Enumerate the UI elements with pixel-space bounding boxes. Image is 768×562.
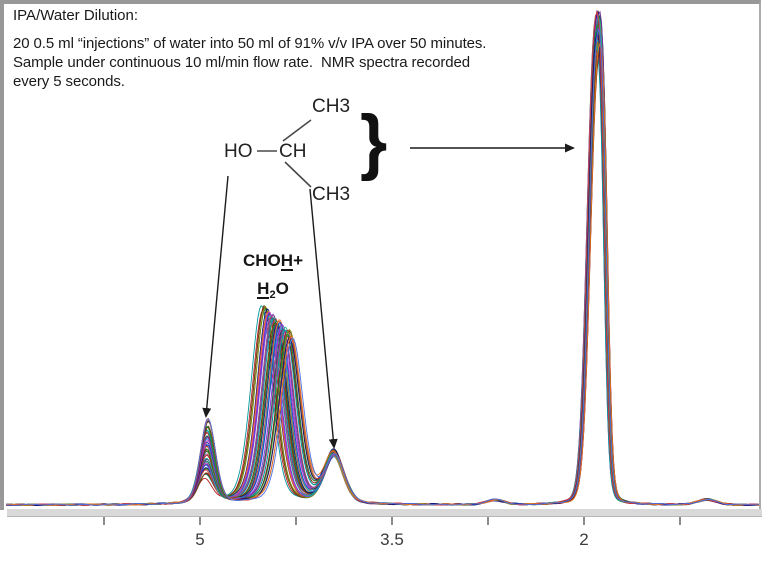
spectrum-trace	[5, 27, 760, 506]
annotation-arrows	[202, 143, 575, 449]
choh-pre: CHO	[243, 251, 281, 270]
molecule-bonds	[257, 119, 312, 188]
arrow-to-ch-peak	[309, 188, 338, 449]
axis-tick	[295, 517, 297, 525]
spectra-traces	[5, 9, 760, 507]
figure-title: IPA/Water Dilution:	[13, 7, 139, 24]
axis-tick	[199, 517, 201, 525]
axis-tick	[583, 517, 585, 525]
h2o-peak-label: H2O	[238, 279, 308, 301]
axis-tick	[103, 517, 105, 525]
axis-tick	[487, 517, 489, 525]
molecule-ch3-top-label: CH3	[312, 96, 351, 117]
h2o-underlined-h: H	[257, 279, 270, 299]
axis-tick	[391, 517, 393, 525]
bond-ch-ch3-top	[282, 119, 312, 142]
description-line-2: Sample under continuous 10 ml/min flow r…	[13, 54, 470, 71]
molecule-ch-label: CH	[279, 141, 307, 162]
curly-brace: }	[360, 100, 388, 182]
molecule-ch3-bottom-label: CH3	[312, 184, 351, 205]
x-axis-label-2: 2	[579, 530, 589, 549]
spectrum-trace	[6, 21, 759, 506]
description-line-3: every 5 seconds.	[13, 73, 125, 90]
x-axis-label-3-5: 3.5	[380, 530, 404, 549]
arrow-to-oh-peak	[202, 175, 229, 418]
choh-underlined-h: H	[280, 251, 294, 271]
description-line-1: 20 0.5 ml “injections” of water into 50 …	[13, 35, 487, 52]
molecule-ho-label: HO	[224, 141, 253, 162]
choh-peak-label: CHOH+	[238, 251, 308, 271]
x-axis-label-5: 5	[195, 530, 205, 549]
axis-tick	[679, 517, 681, 525]
choh-plus: +	[293, 251, 303, 270]
x-axis-band	[7, 509, 762, 517]
h2o-subscript: 2	[269, 289, 276, 301]
spectrum-trace	[5, 20, 760, 506]
bond-ch-ch3-bottom	[284, 161, 312, 188]
h2o-o: O	[275, 279, 289, 298]
